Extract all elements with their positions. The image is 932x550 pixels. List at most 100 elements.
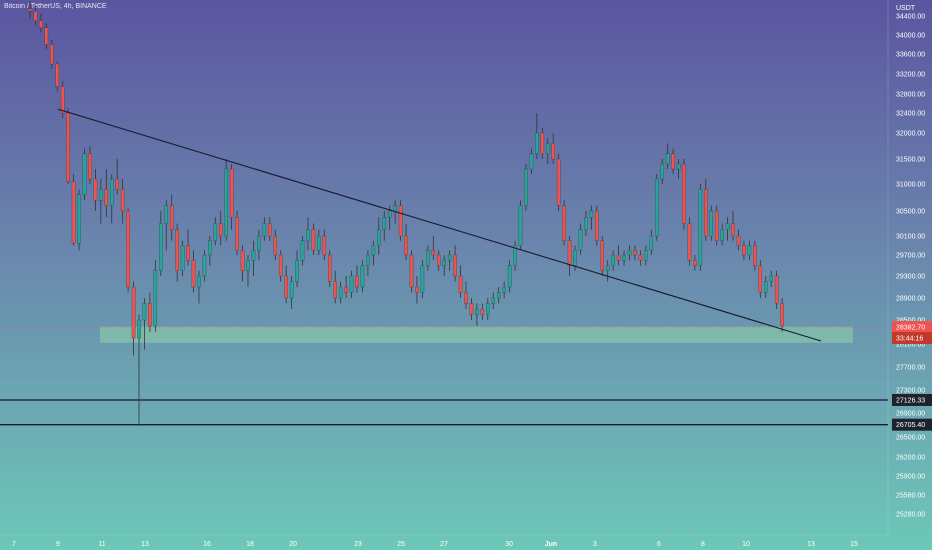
countdown-tag: 33:44:16 [896, 336, 923, 343]
candle-body-99 [567, 240, 572, 266]
candle-body-126 [714, 210, 719, 241]
candle-body-109 [622, 254, 626, 261]
candle-body-71 [415, 286, 419, 293]
candle-body-128 [725, 223, 730, 230]
candle-body-137 [774, 275, 779, 304]
candle-body-87 [502, 286, 506, 293]
y-tick-label: 30500.00 [896, 209, 925, 216]
candle-body-77 [447, 254, 452, 261]
candle-body-138 [780, 303, 784, 327]
x-tick-label: 9 [56, 541, 60, 548]
candle-body-102 [584, 217, 588, 230]
y-tick-label: 34000.00 [896, 33, 925, 40]
candle-body-61 [360, 265, 365, 288]
candle-body-106 [605, 265, 610, 271]
candle-body-105 [600, 240, 605, 271]
candle-body-48 [289, 281, 294, 299]
candle-body-66 [387, 210, 392, 218]
candle-body-75 [436, 254, 441, 266]
currency-label: USDT [896, 5, 916, 12]
candle-body-92 [529, 153, 534, 170]
candle-body-62 [366, 254, 370, 266]
candle-body-130 [736, 235, 741, 246]
candle-body-43 [262, 223, 267, 237]
y-tick-label: 28900.00 [896, 296, 925, 303]
candle-body-29 [186, 245, 190, 261]
candle-body-133 [753, 245, 757, 266]
candle-body-119 [676, 163, 681, 170]
y-tick-label: 34400.00 [896, 14, 925, 21]
candle-body-122 [693, 260, 697, 266]
candle-body-19 [131, 286, 136, 339]
candle-body-114 [649, 235, 654, 251]
candle-body-42 [257, 235, 261, 251]
y-tick-label: 29300.00 [896, 274, 925, 281]
candle-body-40 [246, 260, 250, 271]
candle-body-134 [758, 265, 763, 293]
candle-body-72 [420, 265, 425, 293]
candle-body-118 [671, 153, 675, 170]
candle-body-11 [88, 153, 92, 180]
last-price-tag-bg [892, 321, 932, 334]
candle-body-53 [317, 235, 321, 251]
candle-body-67 [393, 205, 397, 212]
candle-body-54 [322, 235, 327, 256]
x-tick-label: 15 [850, 541, 858, 548]
candle-body-107 [611, 254, 615, 266]
candle-body-6 [60, 86, 65, 114]
candle-body-113 [644, 250, 648, 261]
candle-body-26 [169, 205, 174, 230]
candle-body-57 [338, 286, 343, 299]
candle-body-108 [616, 254, 621, 261]
y-tick-label: 25580.00 [896, 493, 925, 500]
candle-body-13 [99, 189, 103, 201]
candle-body-79 [458, 275, 463, 293]
trendline [57, 108, 822, 342]
candle-body-70 [409, 254, 414, 288]
x-tick-label: 10 [742, 541, 750, 548]
x-tick-label: Jun [545, 541, 557, 548]
candle-body-96 [551, 143, 555, 160]
x-tick-label: 25 [397, 541, 405, 548]
candle-body-85 [491, 297, 495, 304]
candle-body-120 [682, 163, 686, 224]
candle-body-34 [213, 223, 218, 241]
candle-body-129 [731, 223, 735, 237]
y-tick-label: 27300.00 [896, 388, 925, 395]
candle-body-115 [655, 178, 659, 237]
candle-body-7 [66, 112, 70, 182]
candle-body-37 [229, 168, 234, 218]
candle-body-93 [535, 132, 539, 154]
candle-body-23 [153, 270, 158, 327]
candle-body-56 [333, 281, 337, 299]
candle-body-111 [633, 250, 637, 256]
candle-body-95 [546, 143, 550, 154]
candle-body-125 [709, 210, 714, 237]
level-tag-1-bg [892, 393, 932, 406]
y-tick-label: 26500.00 [896, 435, 925, 442]
level-tag-1: 27126.33 [896, 397, 925, 404]
candle-body-121 [687, 223, 692, 261]
candle-body-91 [524, 168, 528, 206]
candle-body-81 [469, 303, 474, 315]
candle-body-88 [507, 265, 512, 288]
candle-body-31 [197, 275, 201, 288]
candle-body-3 [44, 27, 49, 45]
candle-body-100 [573, 250, 577, 266]
candle-body-124 [704, 189, 708, 237]
candle-body-59 [349, 275, 354, 293]
x-tick-label: 8 [701, 541, 705, 548]
y-tick-label: 32800.00 [896, 92, 925, 99]
candle-body-55 [327, 254, 332, 282]
candle-body-127 [720, 229, 724, 241]
candle-body-1 [33, 11, 38, 21]
candle-body-35 [218, 223, 223, 237]
candle-body-20 [137, 319, 141, 339]
y-tick-label: 31000.00 [896, 182, 925, 189]
candle-body-136 [769, 275, 773, 282]
countdown-tag-bg [892, 332, 932, 345]
candle-body-64 [377, 229, 381, 246]
y-tick-label: 32400.00 [896, 111, 925, 118]
